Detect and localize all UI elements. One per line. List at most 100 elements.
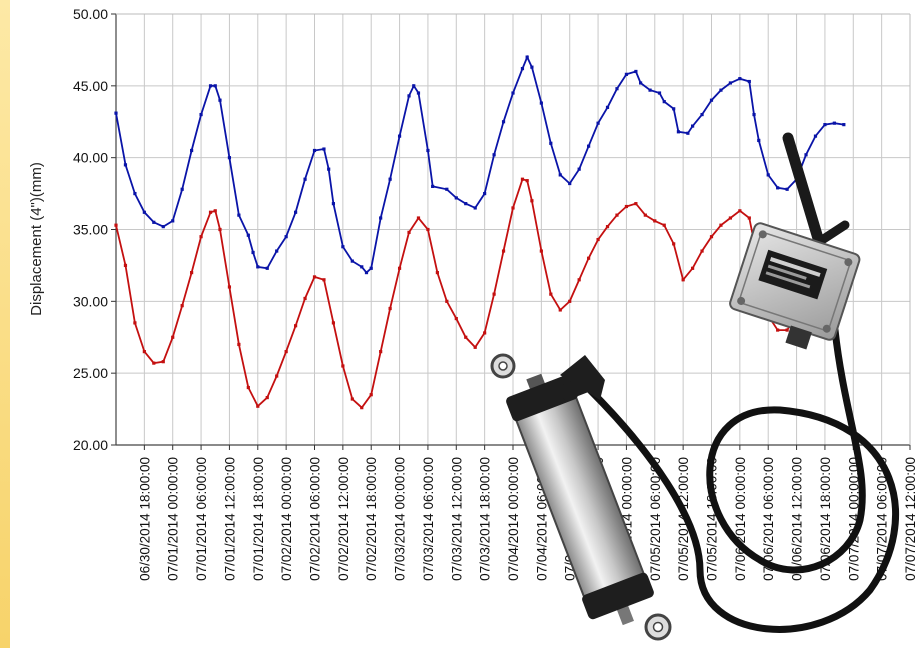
series-2-point bbox=[525, 179, 529, 183]
series-2-point bbox=[171, 335, 175, 339]
series-1-point bbox=[256, 265, 260, 269]
series-2-point bbox=[672, 242, 676, 246]
series-1-point bbox=[657, 91, 662, 95]
series-2-point bbox=[388, 306, 392, 311]
series-1-point bbox=[804, 153, 808, 157]
series-2-point bbox=[454, 316, 458, 321]
series-1-point bbox=[728, 81, 733, 85]
x-tick-label: 07/02/2014 12:00:00 bbox=[336, 457, 351, 581]
series-2-point bbox=[596, 237, 600, 242]
series-2-point bbox=[199, 235, 203, 239]
series-1-point bbox=[596, 121, 600, 125]
series-1-point bbox=[265, 266, 269, 270]
series-1-point bbox=[360, 265, 364, 269]
left-border-strip bbox=[0, 0, 10, 648]
series-2-point bbox=[653, 219, 657, 223]
series-1-point bbox=[213, 84, 217, 88]
series-2-point bbox=[284, 350, 288, 354]
series-1-point bbox=[426, 148, 430, 153]
series-2-point bbox=[322, 278, 326, 282]
series-1-point bbox=[766, 173, 770, 177]
series-1-point bbox=[161, 225, 165, 229]
series-2-point bbox=[133, 321, 137, 325]
series-1-point bbox=[587, 144, 591, 148]
series-1-point bbox=[388, 177, 392, 181]
series-1-point bbox=[364, 271, 369, 275]
series-1-point bbox=[114, 111, 118, 115]
series-2-point bbox=[227, 285, 232, 289]
series-1-point bbox=[676, 130, 681, 134]
series-2-point bbox=[407, 230, 411, 234]
series-2-point bbox=[690, 266, 695, 270]
series-1-point bbox=[549, 141, 553, 145]
series-2-point bbox=[501, 249, 506, 253]
series-1-point bbox=[397, 134, 402, 138]
series-1-point bbox=[842, 123, 846, 127]
series-1-point bbox=[454, 196, 458, 200]
series-1-point bbox=[369, 266, 373, 270]
series-2-point bbox=[719, 223, 723, 227]
y-tick-label: 45.00 bbox=[73, 78, 108, 94]
x-tick-label: 07/02/2014 06:00:00 bbox=[308, 457, 323, 581]
series-1-point bbox=[776, 186, 780, 190]
series-2-point bbox=[473, 345, 477, 349]
x-tick-label: 07/01/2014 06:00:00 bbox=[194, 457, 209, 581]
series-2-point bbox=[511, 206, 515, 210]
y-tick-label: 25.00 bbox=[73, 365, 108, 381]
series-1-point bbox=[123, 163, 128, 167]
series-1-point bbox=[199, 112, 203, 117]
series-1-point bbox=[662, 100, 666, 104]
series-1-point bbox=[251, 250, 255, 255]
series-1-point bbox=[568, 181, 572, 186]
x-tick-label: 07/03/2014 18:00:00 bbox=[478, 457, 493, 581]
series-1-point bbox=[416, 91, 421, 95]
series-2-point bbox=[312, 275, 317, 279]
y-tick-label: 30.00 bbox=[73, 293, 108, 309]
series-2-point bbox=[190, 271, 194, 275]
series-2-point bbox=[161, 360, 165, 364]
series-2-point bbox=[700, 249, 704, 253]
series-2-point bbox=[256, 404, 260, 408]
wireless-transmitter-icon bbox=[729, 132, 861, 350]
series-1-point bbox=[639, 81, 643, 85]
series-2-point bbox=[213, 209, 217, 213]
series-1-point bbox=[501, 120, 506, 124]
x-tick-label: 07/03/2014 00:00:00 bbox=[393, 457, 408, 581]
series-2-point bbox=[549, 292, 553, 296]
series-1-point bbox=[700, 112, 704, 117]
series-2-point bbox=[577, 278, 581, 282]
x-tick-label: 07/06/2014 12:00:00 bbox=[790, 457, 805, 581]
series-2-point bbox=[275, 374, 279, 378]
series-1-point bbox=[832, 121, 836, 125]
x-tick-label: 07/02/2014 18:00:00 bbox=[364, 457, 379, 581]
series-2-point bbox=[123, 263, 128, 268]
series-1-point bbox=[577, 167, 581, 171]
series-1-point bbox=[813, 134, 818, 138]
series-2-point bbox=[643, 213, 647, 217]
series-2-point bbox=[246, 385, 250, 390]
series-2-point bbox=[341, 364, 345, 368]
x-tick-label: 07/03/2014 12:00:00 bbox=[449, 457, 464, 581]
series-2-point bbox=[208, 210, 213, 214]
series-2-point bbox=[426, 227, 430, 232]
series-2-point bbox=[747, 216, 751, 220]
series-1-point bbox=[634, 69, 638, 74]
series-2-point bbox=[558, 308, 562, 312]
series-1-point bbox=[350, 259, 354, 263]
series-2-point bbox=[416, 216, 421, 220]
series-1-point bbox=[218, 98, 222, 102]
series-1-point bbox=[133, 191, 137, 196]
series-1-point bbox=[412, 84, 416, 88]
series-2-point bbox=[303, 296, 307, 301]
series-1-point bbox=[327, 167, 331, 171]
series-1-point bbox=[293, 210, 298, 214]
series-1-point bbox=[492, 153, 496, 157]
series-2-point bbox=[605, 225, 610, 229]
series-1-point bbox=[539, 101, 543, 105]
series-2-point bbox=[445, 299, 449, 303]
series-1-point bbox=[747, 79, 751, 84]
series-2-point bbox=[218, 227, 222, 232]
series-2-point bbox=[114, 223, 118, 227]
series-1-point bbox=[303, 177, 307, 181]
x-tick-label: 07/07/2014 00:00:00 bbox=[846, 457, 861, 581]
